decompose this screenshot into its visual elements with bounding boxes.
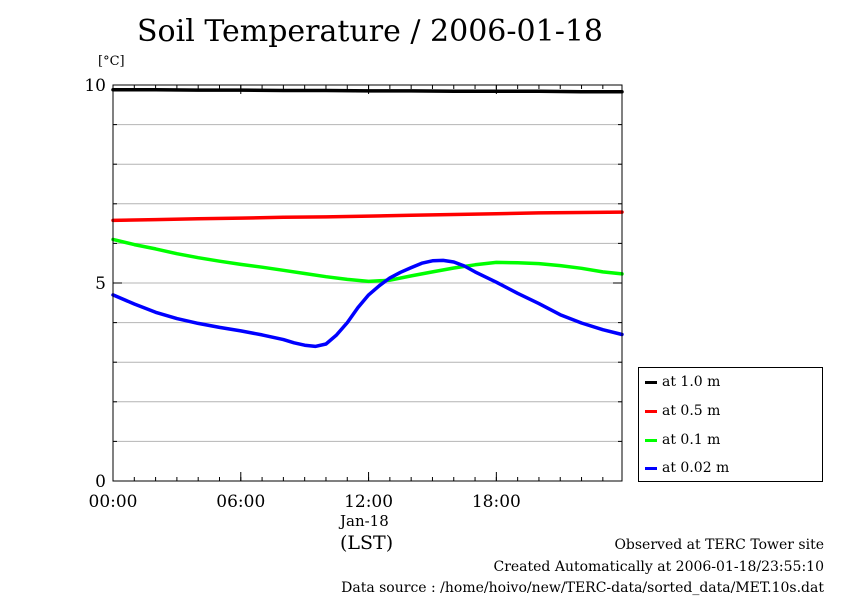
x-tick-label: 12:00 — [344, 492, 393, 512]
footer-observed: Observed at TERC Tower site — [614, 537, 824, 553]
x-axis-date-label: Jan-18 — [340, 512, 389, 530]
y-tick-label: 10 — [84, 76, 106, 96]
legend-item-002m: at 0.02 m — [645, 458, 729, 478]
legend-label-1m: at 1.0 m — [662, 374, 721, 390]
legend-item-05m: at 0.5 m — [645, 401, 720, 421]
footer-created: Created Automatically at 2006-01-18/23:5… — [493, 559, 824, 575]
series-line-1 — [111, 210, 624, 223]
legend-label-01m: at 0.1 m — [662, 432, 721, 448]
legend-label-002m: at 0.02 m — [662, 460, 730, 476]
axis-ticks: 0 5 10 00:00 06:00 12:00 18:00 — [84, 76, 622, 512]
y-axis-unit-label: [°C] — [98, 54, 125, 69]
y-tick-label: 0 — [95, 472, 106, 492]
series-line-3 — [111, 258, 624, 349]
series-layer — [111, 88, 624, 349]
x-tick-label: 18:00 — [472, 492, 521, 512]
chart-title: Soil Temperature / 2006-01-18 — [136, 14, 604, 49]
footer-data-source: Data source : /home/hoivo/new/TERC-data/… — [341, 580, 824, 596]
series-line-2 — [111, 237, 624, 284]
legend-swatch-05m — [645, 409, 657, 413]
legend-swatch-01m — [645, 438, 657, 442]
series-line-0 — [111, 88, 624, 94]
legend-swatch-1m — [645, 380, 657, 384]
legend: at 1.0 m at 0.5 m at 0.1 m at 0.02 m — [638, 367, 823, 482]
x-tick-label: 00:00 — [89, 492, 138, 512]
x-axis-timezone-label: (LST) — [340, 532, 394, 554]
legend-swatch-002m — [645, 466, 657, 470]
legend-item-01m: at 0.1 m — [645, 430, 720, 450]
x-tick-label: 06:00 — [216, 492, 265, 512]
legend-label-05m: at 0.5 m — [662, 403, 721, 419]
y-tick-label: 5 — [95, 274, 106, 294]
legend-item-1m: at 1.0 m — [645, 372, 720, 392]
